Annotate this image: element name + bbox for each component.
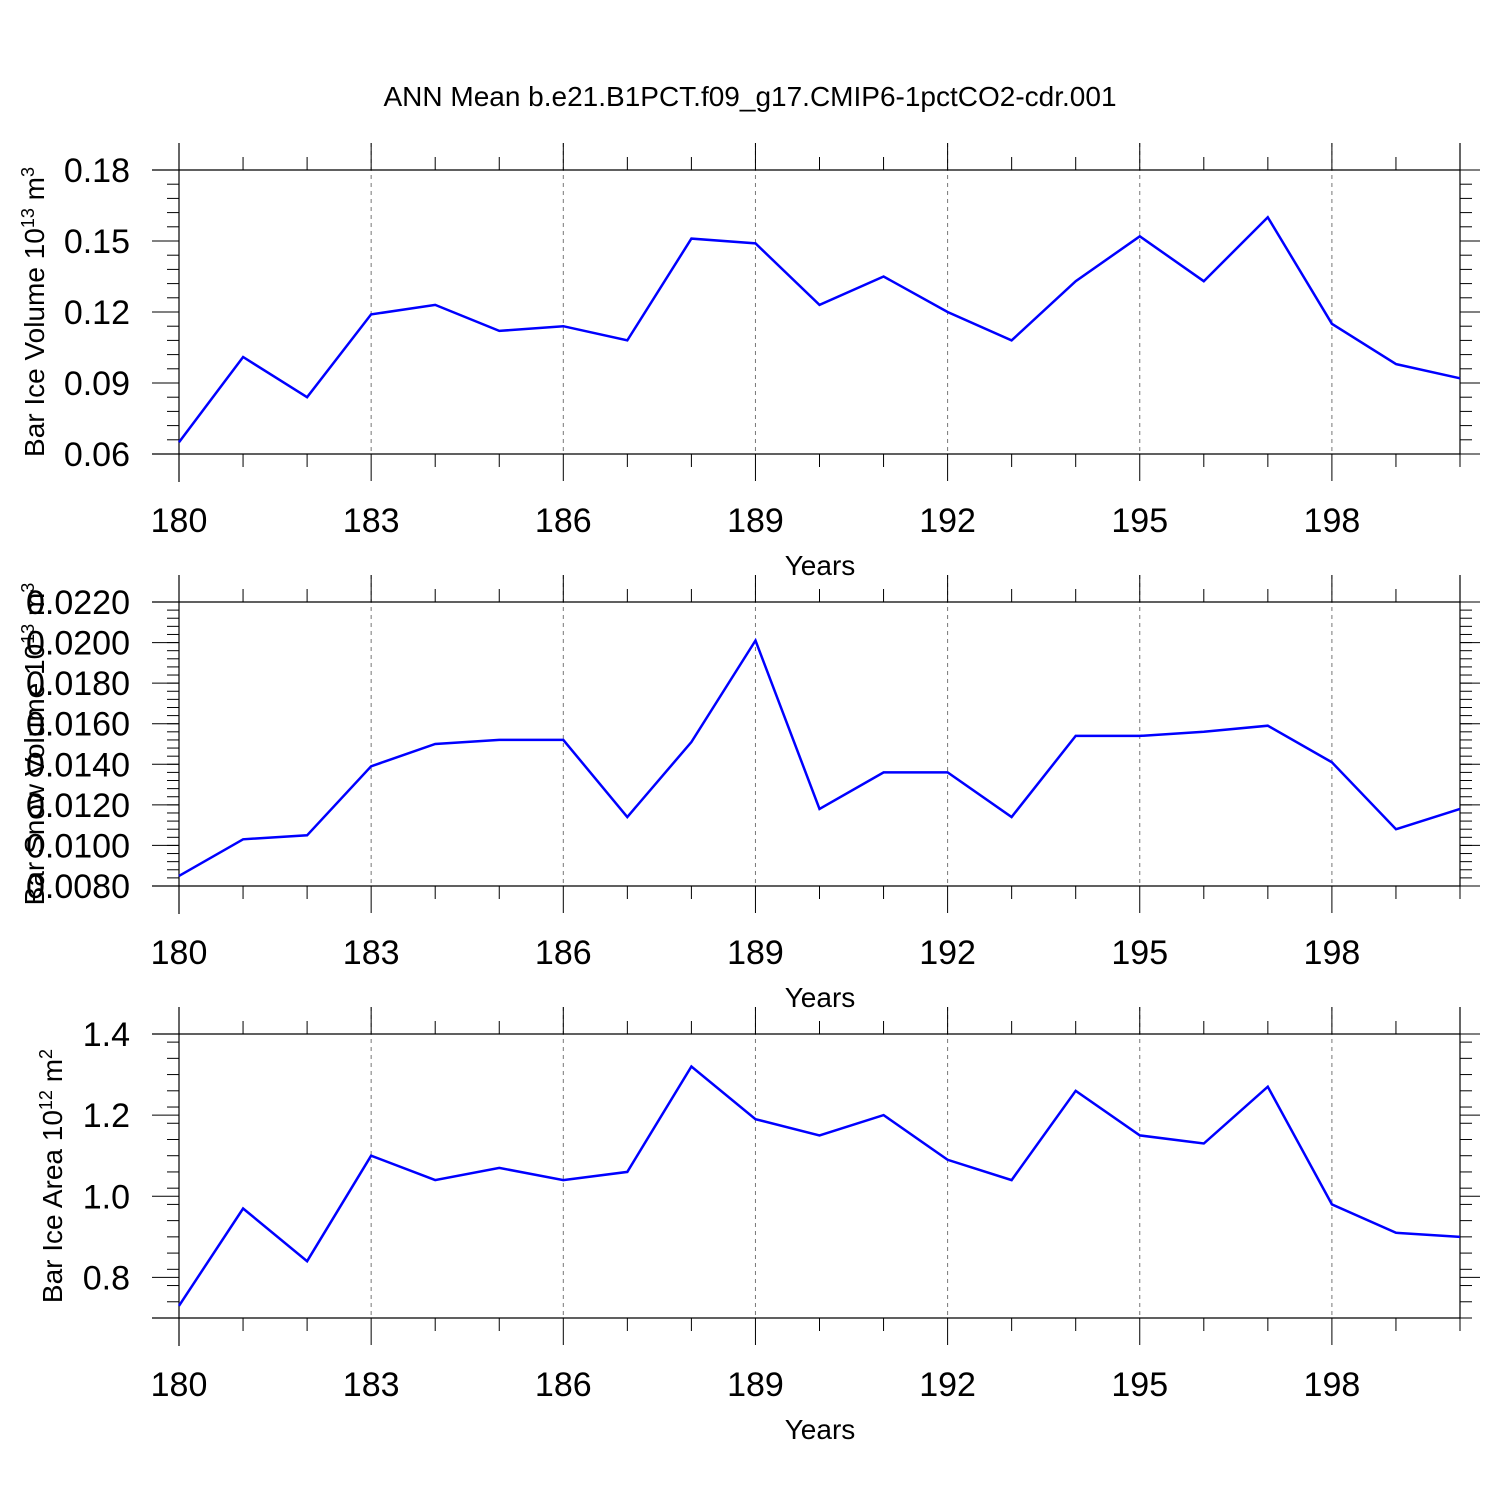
x-axis-label: Years bbox=[785, 982, 856, 1013]
x-tick-label: 192 bbox=[919, 934, 976, 972]
y-tick-label: 1.0 bbox=[83, 1178, 130, 1216]
x-tick-label: 180 bbox=[151, 934, 208, 972]
y-tick-label: 0.0100 bbox=[26, 827, 130, 865]
y-tick-label: 0.09 bbox=[64, 365, 130, 403]
series-line bbox=[177, 1064, 1461, 1307]
y-tick-label: 0.8 bbox=[83, 1259, 130, 1297]
y-tick-label: 1.2 bbox=[83, 1097, 130, 1135]
y-tick-label: 0.12 bbox=[64, 294, 130, 332]
x-tick-label: 186 bbox=[535, 1366, 592, 1404]
y-axis-label: Bar Snow Volume 1013 m3 bbox=[18, 583, 50, 906]
x-tick-label: 195 bbox=[1111, 934, 1168, 972]
x-tick-label: 198 bbox=[1304, 502, 1361, 540]
y-tick-label: 0.0180 bbox=[26, 665, 130, 703]
y-axis-label: Bar Ice Area 1012 m2 bbox=[36, 1049, 68, 1303]
series-line bbox=[178, 637, 1461, 877]
y-tick-label: 0.0220 bbox=[26, 584, 130, 622]
x-tick-label: 195 bbox=[1111, 1366, 1168, 1404]
x-tick-label: 180 bbox=[151, 1366, 208, 1404]
x-tick-label: 186 bbox=[535, 502, 592, 540]
x-tick-label: 189 bbox=[727, 934, 784, 972]
x-tick-label: 198 bbox=[1304, 934, 1361, 972]
y-tick-label: 0.0080 bbox=[26, 868, 130, 906]
x-tick-label: 189 bbox=[727, 1366, 784, 1404]
x-axis-label: Years bbox=[785, 1414, 856, 1445]
x-tick-label: 189 bbox=[727, 502, 784, 540]
x-tick-label: 198 bbox=[1304, 1366, 1361, 1404]
x-tick-label: 192 bbox=[919, 502, 976, 540]
x-tick-label: 192 bbox=[919, 1366, 976, 1404]
y-tick-label: 0.0200 bbox=[26, 625, 130, 663]
panel-1: 0.06 0.09 0.12 0.15 0.18 180 183 186 189 192 195 19… bbox=[18, 143, 1480, 581]
y-tick-label: 0.0140 bbox=[26, 746, 130, 784]
x-tick-label: 186 bbox=[535, 934, 592, 972]
x-tick-label: 183 bbox=[343, 1366, 400, 1404]
x-tick-label: 180 bbox=[151, 502, 208, 540]
panel-2: 0.00800.01000.01200.01400.01600.01800.02… bbox=[18, 575, 1480, 1013]
panels: 0.06 0.09 0.12 0.15 0.18 180 183 186 189 192 195 19… bbox=[18, 143, 1480, 1445]
x-tick-label: 183 bbox=[343, 934, 400, 972]
panel-3: 0.8 1.0 1.2 1.4 180 183 186 189 192 195 198 Years Ba… bbox=[36, 1007, 1480, 1445]
series-line bbox=[178, 215, 1461, 443]
x-tick-label: 183 bbox=[343, 502, 400, 540]
y-tick-label: 0.0120 bbox=[26, 787, 130, 825]
y-tick-label: 1.4 bbox=[83, 1016, 130, 1054]
y-axis-label: Bar Ice Volume 1013 m3 bbox=[18, 167, 50, 457]
figure-title: ANN Mean b.e21.B1PCT.f09_g17.CMIP6-1pctC… bbox=[383, 81, 1116, 112]
y-tick-label: 0.18 bbox=[64, 152, 130, 190]
x-tick-label: 195 bbox=[1111, 502, 1168, 540]
x-axis-label: Years bbox=[785, 550, 856, 581]
y-tick-label: 0.15 bbox=[64, 223, 130, 261]
y-tick-label: 0.06 bbox=[64, 436, 130, 474]
y-tick-label: 0.0160 bbox=[26, 706, 130, 744]
